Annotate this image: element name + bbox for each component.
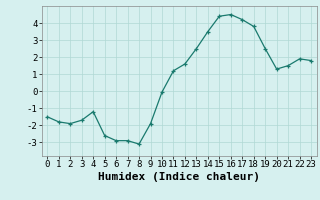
X-axis label: Humidex (Indice chaleur): Humidex (Indice chaleur) bbox=[98, 172, 260, 182]
